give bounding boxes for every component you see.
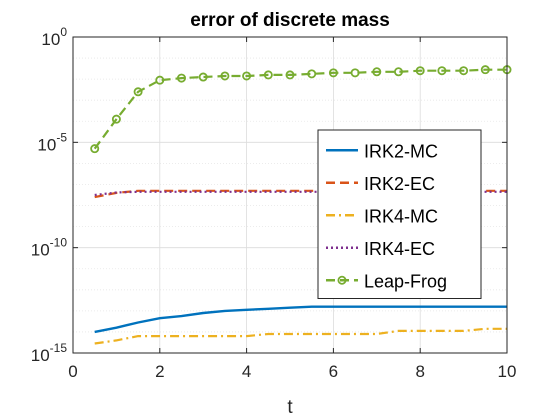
series-line-irk2-mc [94,305,507,334]
y-tick-label: 10-10 [31,236,68,260]
data-point-leap-frog [285,70,295,80]
legend: IRK2-MC IRK2-EC IRK4-MC IRK4-EC Leap-Frog [317,129,482,299]
data-point-leap-frog [393,67,403,77]
data-point-leap-frog [111,114,121,124]
axes-box [72,36,508,354]
axes-layer: 0 2 4 6 8 10 10-15 10-10 10-5 100 [31,25,517,381]
data-point-leap-frog [350,68,360,78]
data-point-leap-frog [328,68,338,78]
x-tick-label: 6 [329,362,338,381]
data-point-leap-frog [307,69,317,79]
y-tick-label: 10-5 [37,130,67,154]
data-point-leap-frog [459,66,469,76]
data-point-leap-frog [415,66,425,76]
data-point-leap-frog [263,70,273,80]
x-tick-label: 0 [68,362,77,381]
x-tick-label: 2 [155,362,164,381]
x-tick-label: 10 [498,362,517,381]
series-line-irk4-mc [94,327,507,345]
y-tick-label: 100 [41,25,67,49]
data-point-leap-frog [155,75,165,85]
data-point-leap-frog [437,66,447,76]
legend-label-irk2-mc: IRK2-MC [364,141,438,161]
data-point-leap-frog [372,67,382,77]
data-point-leap-frog [480,65,490,75]
chart-title: error of discrete mass [190,10,390,31]
x-axis-label: t [287,397,293,418]
legend-label-irk4-mc: IRK4-MC [364,206,438,226]
data-point-leap-frog [176,73,186,83]
data-point-leap-frog [242,71,252,81]
series-line-irk4-ec [94,190,507,197]
legend-label-irk2-ec: IRK2-EC [364,174,435,194]
legend-label-leap-frog: Leap-Frog [364,271,447,291]
data-point-leap-frog [133,87,143,97]
x-tick-label: 8 [415,362,424,381]
legend-marker-leap-frog [337,275,347,285]
data-layer [90,65,512,345]
legend-label-irk4-ec: IRK4-EC [364,239,435,259]
data-point-leap-frog [198,72,208,82]
data-point-leap-frog [90,144,100,154]
x-tick-label: 4 [242,362,251,381]
data-point-leap-frog [220,71,230,81]
y-tick-label: 10-15 [31,341,68,365]
